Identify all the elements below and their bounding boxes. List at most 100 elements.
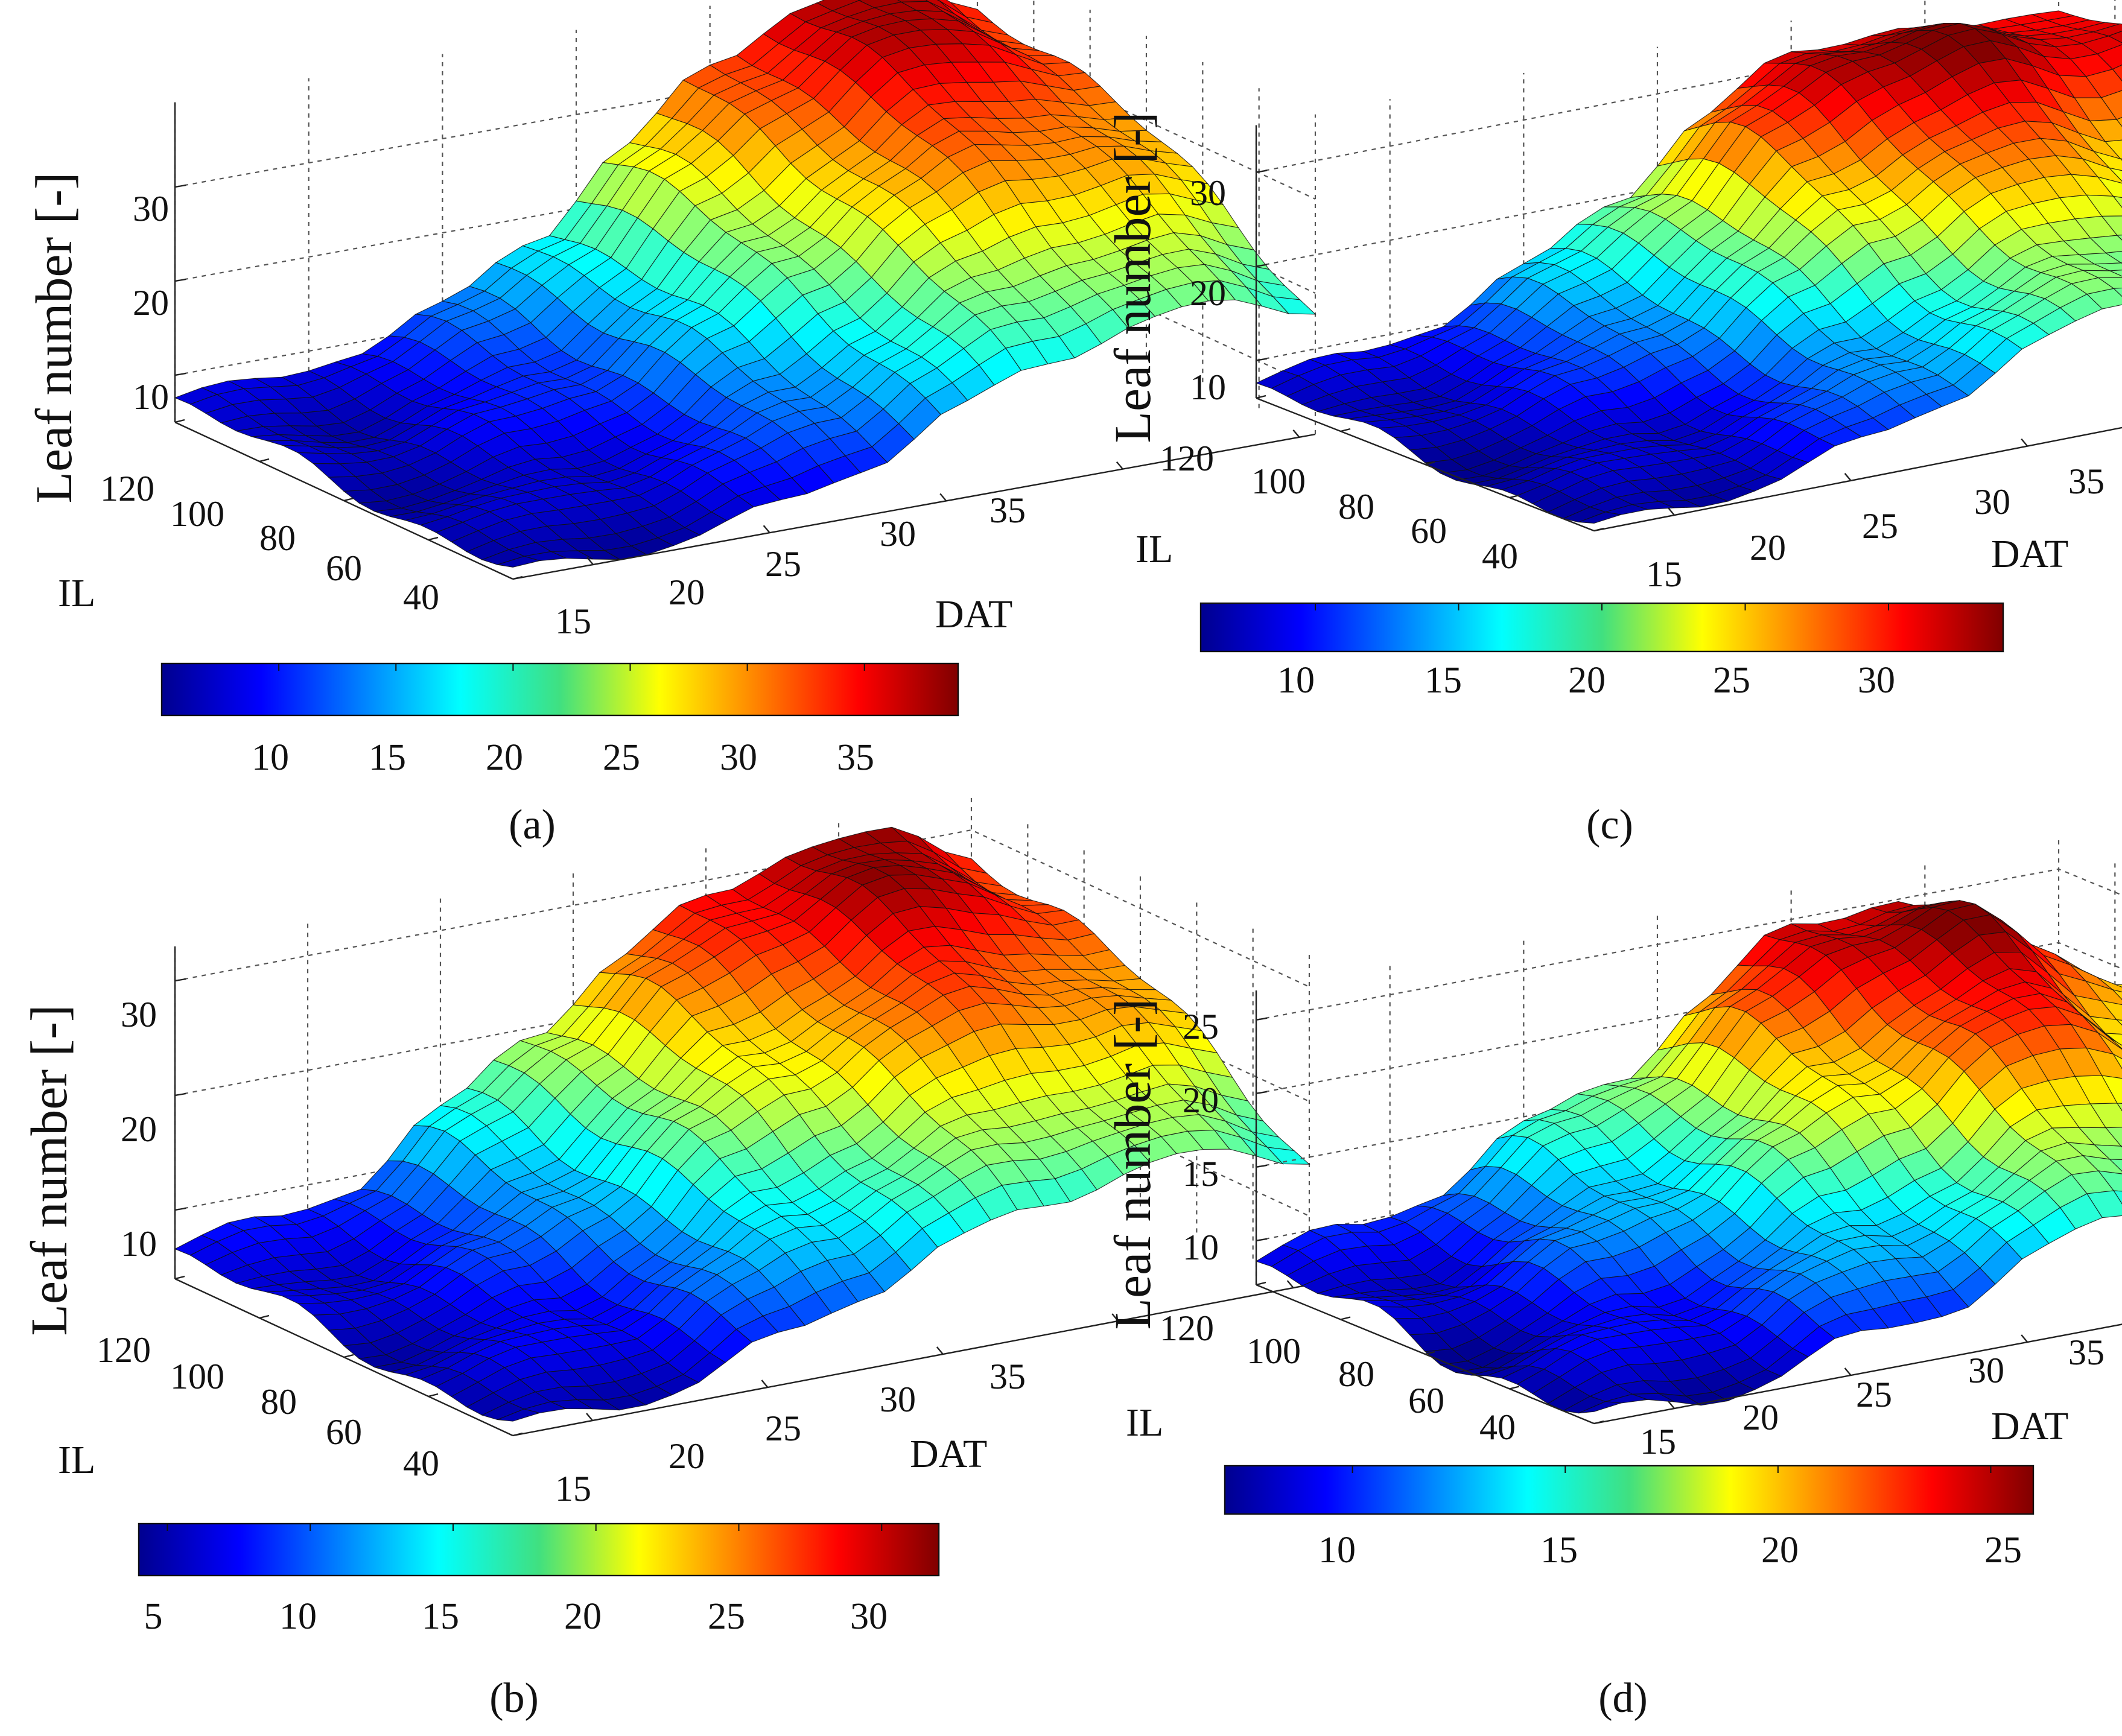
il-tick: [174, 1275, 185, 1280]
surface-cell: [497, 1408, 541, 1422]
dat-tick: [2021, 1334, 2028, 1343]
z-tick: [174, 278, 186, 282]
il-tick: [1425, 1351, 1435, 1355]
panel-a-colorbar-frame: [160, 662, 959, 717]
panel-b-xtick-25: 25: [765, 1408, 801, 1448]
panel-a-cbtick-15: 15: [369, 737, 406, 778]
panel-a-ytick-40: 40: [403, 577, 439, 617]
il-tick: [1340, 428, 1351, 432]
panel-c-ytick-80: 80: [1338, 487, 1374, 527]
panel-d-ytick-40: 40: [1479, 1407, 1516, 1447]
panel-d-ztick-10: 10: [1183, 1228, 1219, 1267]
panel-c-ztick-10: 10: [1190, 367, 1226, 407]
dat-axis: [512, 433, 1316, 580]
panel-a-xtick-20: 20: [669, 572, 705, 612]
surface-cell: [2112, 65, 2122, 82]
panel-d-colorbar-ticks: [1352, 1466, 1992, 1473]
dat-tick: [586, 557, 594, 565]
panel-d-ytick-120: 120: [1160, 1308, 1214, 1348]
panel-a-ytick-labels: 120 100 80 60 40: [100, 469, 439, 617]
panel-c-colorbar-fill: [1201, 603, 2003, 651]
panel-d-caption: (d): [1598, 1675, 1648, 1722]
panel-b-xtick-20: 20: [669, 1436, 705, 1476]
panel-d-colorbar-fill: [1225, 1466, 2033, 1514]
panel-c-ytick-120: 120: [1160, 439, 1214, 478]
dat-tick: [1844, 1367, 1852, 1376]
panel-a-colorbar-ticks: [278, 664, 865, 671]
panel-b-axes: [174, 946, 1310, 1437]
il-tick: [174, 419, 185, 423]
panel-d-cbtick-15: 15: [1540, 1530, 1578, 1571]
surface-cell: [497, 556, 541, 568]
panel-a-ztick-10: 10: [133, 377, 169, 417]
panel-b-ztick-30: 30: [121, 995, 157, 1034]
panel-c-xtick-30: 30: [1974, 482, 2010, 522]
panel-c-cbtick-15: 15: [1425, 660, 1462, 701]
panel-b-ytick-labels: 120 100 80 60 40: [97, 1330, 439, 1483]
dat-tick: [1668, 1401, 1675, 1409]
dat-axis: [1593, 1323, 2122, 1425]
z-tick: [1256, 1238, 1268, 1241]
panel-a-xtick-15: 15: [555, 601, 591, 641]
il-tick: [1593, 527, 1604, 532]
panel-c-cbtick-20: 20: [1568, 660, 1606, 701]
panel-b-ztick-20: 20: [121, 1109, 157, 1149]
panel-c-xtick-15: 15: [1646, 554, 1682, 594]
panel-b-caption: (b): [489, 1675, 539, 1722]
panel-d-ytick-60: 60: [1408, 1381, 1444, 1421]
panel-c-cbtick-25: 25: [1713, 660, 1750, 701]
z-tick: [1256, 358, 1268, 361]
panel-c-ztick-20: 20: [1190, 273, 1226, 313]
panel-b-ytick-80: 80: [261, 1382, 297, 1422]
dat-tick: [939, 493, 947, 502]
panel-d-ylabel: IL: [1126, 1401, 1163, 1445]
panel-a-colorbar: 10 15 20 25 30 35: [160, 662, 959, 778]
panel-c-ytick-40: 40: [1482, 536, 1518, 576]
panel-a-axes: [174, 102, 1316, 580]
panel-b-cbtick-10: 10: [279, 1596, 317, 1637]
panel-a-xlabel: DAT: [935, 592, 1012, 636]
z-grid-line: [174, 1058, 1310, 1217]
dat-tick: [1111, 1313, 1119, 1322]
panel-c-ylabel: IL: [1136, 527, 1173, 571]
z-tick: [174, 184, 186, 188]
dat-tick: [1668, 507, 1675, 516]
panel-a-xtick-35: 35: [990, 490, 1026, 530]
panel-c-surface: [1255, 10, 2122, 524]
panel-a-cbtick-25: 25: [603, 737, 640, 778]
z-tick: [174, 1207, 186, 1211]
dat-tick: [1116, 461, 1123, 470]
panel-c-caption: (c): [1586, 802, 1633, 848]
panel-a-caption: (a): [509, 802, 556, 848]
z-grid-line: [1256, 942, 2122, 1094]
z-grid-line: [174, 829, 1310, 987]
panel-a-colorbar-fill: [162, 664, 958, 715]
panel-a-xtick-30: 30: [880, 514, 916, 554]
dat-tick: [761, 1380, 769, 1388]
panel-b-cbtick-30: 30: [850, 1596, 888, 1637]
panel-a-ytick-80: 80: [259, 518, 296, 558]
panel-c-axes: [1255, 125, 2122, 532]
panel-c: Leaf number [-] IL DAT 10 20 30 120 100 …: [1104, 0, 2122, 848]
panel-a-surface: [174, 0, 1317, 568]
panel-a-ztick-20: 20: [133, 283, 169, 323]
panel-d-xtick-35: 35: [2068, 1332, 2105, 1372]
panel-a-ytick-60: 60: [326, 548, 362, 588]
panel-b-colorbar-fill: [139, 1524, 939, 1576]
il-tick: [428, 1393, 439, 1398]
panel-a-cbtick-30: 30: [720, 737, 757, 778]
dat-tick: [586, 1413, 593, 1421]
panel-b-ztick-10: 10: [121, 1224, 157, 1264]
il-tick: [1593, 1420, 1604, 1425]
panel-c-plot: [1255, 0, 2122, 532]
il-tick: [512, 1432, 523, 1437]
panel-c-ytick-labels: 120 100 80 60 40: [1160, 439, 1518, 576]
panel-a-cbtick-35: 35: [837, 737, 874, 778]
panel-d-surface: [1255, 900, 2122, 1414]
panel-b-xtick-15: 15: [555, 1469, 591, 1509]
panel-b-zlabel: Leaf number [-]: [20, 1004, 78, 1335]
panel-d-xtick-15: 15: [1640, 1422, 1676, 1462]
z-tick: [174, 978, 186, 982]
panel-b-xtick-labels: 15 20 25 30 35: [555, 1357, 1026, 1509]
